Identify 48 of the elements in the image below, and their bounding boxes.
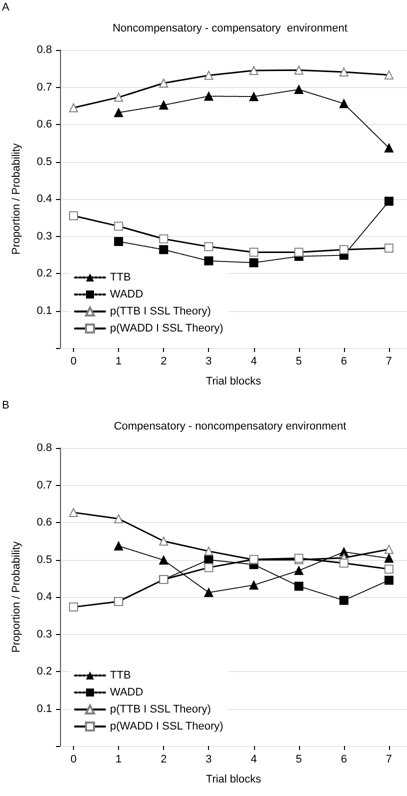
x-tick-label: 4 — [250, 356, 257, 368]
text: B — [2, 400, 10, 412]
x-tick-label: 7 — [386, 356, 392, 368]
y-tick-label: 0.4 — [36, 591, 52, 603]
x-tick-label: 0 — [70, 754, 77, 766]
y-tick-label: 0.7 — [36, 81, 52, 94]
x-axis-title: Trial blocks — [206, 376, 262, 388]
x-tick-label: 3 — [206, 356, 212, 368]
y-tick-label: 0.8 — [36, 442, 52, 454]
y-axis-title: Proportion / Probability — [10, 540, 22, 653]
y-tick-label: 0.5 — [36, 156, 52, 168]
x-tick-label: 6 — [340, 754, 347, 766]
legend-label: TTB — [110, 670, 131, 682]
y-tick-label: 0.6 — [36, 516, 52, 528]
y-tick-label: 0.2 — [36, 666, 52, 678]
x-tick-label: 2 — [160, 754, 167, 766]
legend-label: TTB — [110, 272, 131, 284]
x-tick-label: 7 — [386, 754, 392, 766]
legend-label: p(TTB I SSL Theory) — [110, 306, 211, 318]
y-tick-label: 0.2 — [36, 268, 52, 280]
y-axis-title: Proportion / Probability — [10, 142, 22, 255]
x-tick-label: 5 — [296, 356, 302, 368]
x-tick-label: 5 — [296, 754, 302, 766]
x-tick-label: 6 — [340, 356, 347, 368]
legend-label: p(WADD I SSL Theory) — [110, 322, 224, 334]
x-tick-label: 4 — [250, 754, 257, 766]
legend-label: p(TTB I SSL Theory) — [110, 704, 211, 716]
y-tick-label: 0.8 — [36, 44, 52, 56]
x-tick-label: 1 — [116, 356, 122, 368]
x-tick-label: 0 — [70, 356, 77, 368]
text: A — [2, 2, 10, 14]
y-tick-label: 0.3 — [36, 628, 52, 640]
chart-title: Noncompensatory - compensatory environment — [112, 22, 348, 34]
chart-title: Compensatory - noncompensatory environment — [114, 420, 346, 432]
legend-label: p(WADD I SSL Theory) — [110, 720, 224, 732]
x-axis-title: Trial blocks — [206, 774, 262, 786]
y-tick-label: 0.1 — [36, 304, 52, 317]
x-tick-label: 3 — [206, 754, 212, 766]
y-tick-label: 0.1 — [36, 702, 52, 715]
x-tick-label: 1 — [116, 754, 122, 766]
y-tick-label: 0.5 — [36, 554, 52, 566]
legend-label: WADD — [110, 686, 144, 698]
y-tick-label: 0.6 — [36, 118, 52, 130]
legend-label: WADD — [110, 288, 144, 300]
y-tick-label: 0.4 — [36, 193, 52, 205]
y-tick-label: 0.3 — [36, 230, 52, 242]
y-tick-label: 0.7 — [36, 479, 52, 492]
x-tick-label: 2 — [160, 356, 167, 368]
